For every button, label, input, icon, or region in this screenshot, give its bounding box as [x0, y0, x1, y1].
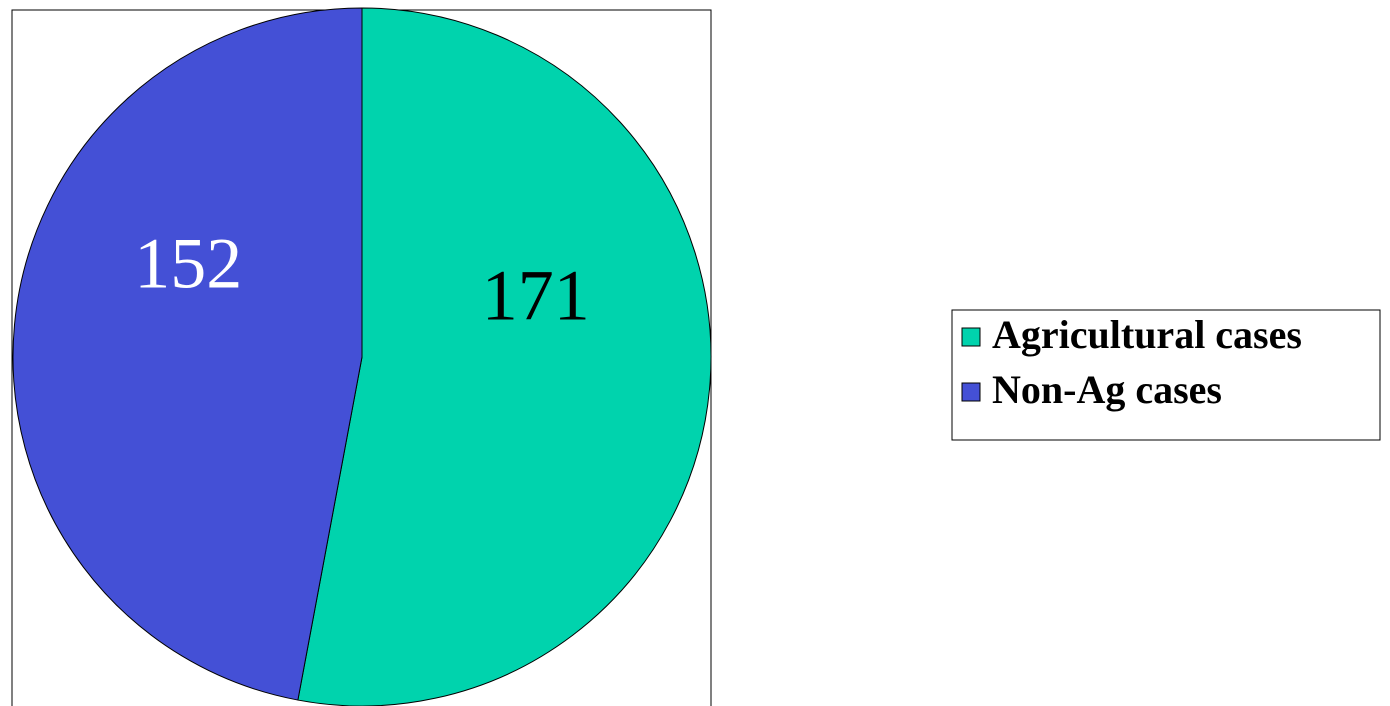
legend-swatch	[961, 382, 981, 402]
data-label: 171	[482, 256, 590, 336]
pie-slice	[12, 7, 363, 701]
pie-slice	[297, 7, 712, 706]
legend-swatch	[961, 327, 981, 347]
legend-label: Agricultural cases	[992, 312, 1302, 357]
data-label: 152	[134, 223, 242, 303]
legend-label: Non-Ag cases	[992, 367, 1222, 412]
legend-box	[951, 309, 1381, 441]
